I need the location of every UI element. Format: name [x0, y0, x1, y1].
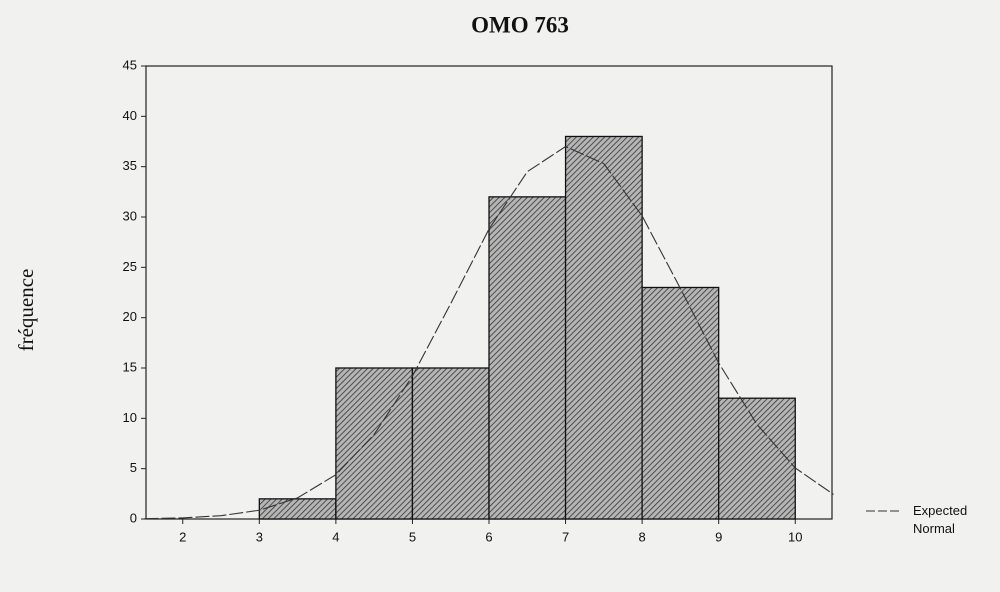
x-tick-label: 7 [562, 529, 569, 544]
x-tick-label: 8 [639, 529, 646, 544]
chart-title: OMO 763 [471, 12, 569, 37]
bar [718, 397, 796, 520]
y-tick-label: 5 [130, 460, 137, 475]
x-tick-label: 4 [332, 529, 339, 544]
x-tick-label: 9 [715, 529, 722, 544]
bar [488, 196, 567, 520]
x-tick-label: 5 [409, 529, 416, 544]
bar [335, 367, 414, 520]
y-tick-label: 30 [123, 208, 137, 223]
y-tick-label: 35 [123, 158, 137, 173]
y-tick-label: 25 [123, 259, 137, 274]
bar [258, 498, 337, 520]
y-axis-label: fréquence [14, 269, 38, 352]
y-tick-label: 40 [123, 108, 137, 123]
y-tick-label: 20 [123, 309, 137, 324]
x-tick-label: 2 [179, 529, 186, 544]
bar [411, 367, 490, 520]
legend-label: Expected Normal [913, 503, 968, 536]
y-tick-label: 15 [123, 359, 137, 374]
x-tick-label: 10 [788, 529, 802, 544]
y-tick-label: 10 [123, 410, 137, 425]
x-tick-label: 3 [256, 529, 263, 544]
y-tick-label: 0 [130, 510, 137, 525]
bar [641, 286, 720, 520]
bar [564, 135, 643, 520]
x-tick-label: 6 [485, 529, 492, 544]
y-tick-label: 45 [123, 57, 137, 72]
normal-curve [144, 145, 834, 520]
